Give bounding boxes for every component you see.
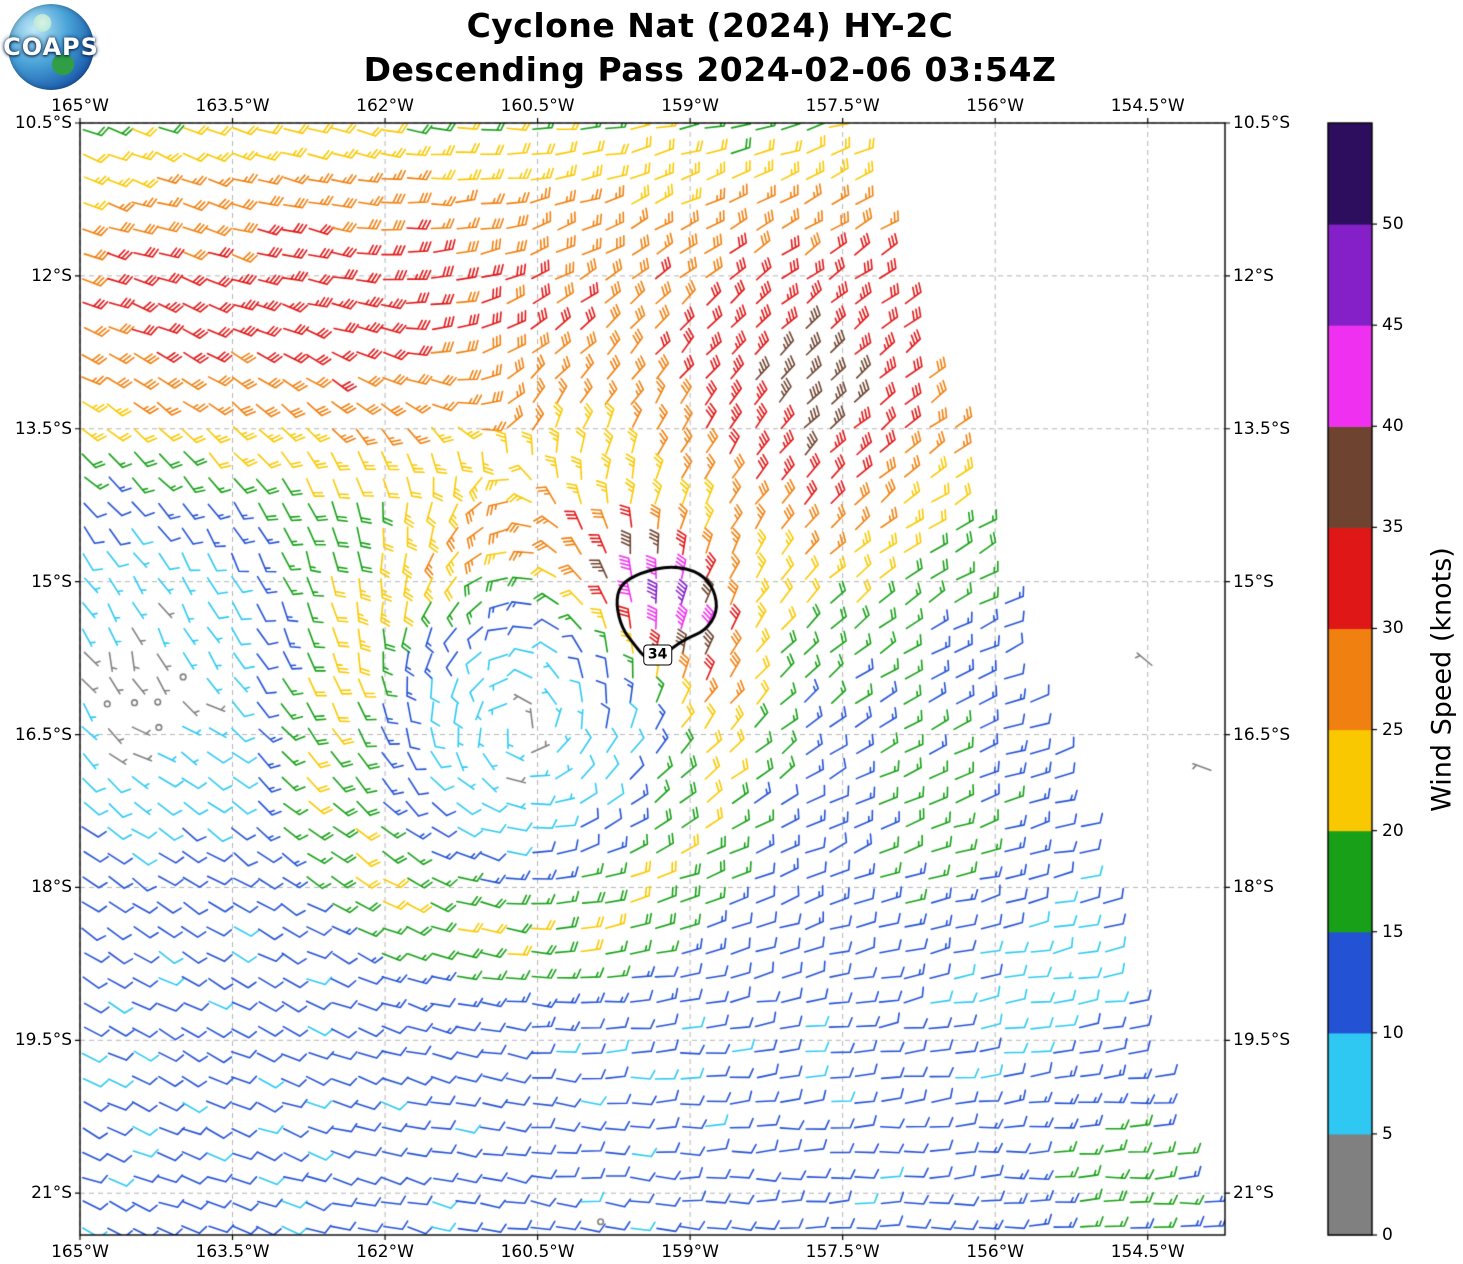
y-tick-label-left: 15°S xyxy=(31,571,72,592)
y-tick-label-right: 10.5°S xyxy=(1233,113,1291,133)
colorbar-tick-label: 5 xyxy=(1382,1123,1393,1144)
coaps-logo: COAPS xyxy=(3,4,98,90)
y-tick-label-left: 10.5°S xyxy=(14,113,72,133)
x-tick-label-bottom: 154.5°W xyxy=(1110,1242,1185,1262)
x-tick-label-bottom: 160.5°W xyxy=(500,1242,575,1262)
y-tick-label-left: 18°S xyxy=(31,877,72,898)
y-tick-label-right: 18°S xyxy=(1233,877,1274,898)
x-tick-label-bottom: 162°W xyxy=(356,1242,414,1262)
colorbar-tick-label: 35 xyxy=(1382,517,1404,538)
colorbar-tick-label: 30 xyxy=(1382,618,1404,639)
colorbar-axis-label: Wind Speed (knots) xyxy=(1426,547,1458,812)
x-tick-label-bottom: 163.5°W xyxy=(195,1242,270,1262)
title-block: Cyclone Nat (2024) HY-2C Descending Pass… xyxy=(80,4,1340,91)
colorbar-tick-label: 40 xyxy=(1382,416,1404,437)
x-tick-label-top: 163.5°W xyxy=(195,96,270,116)
x-tick-label-bottom: 157.5°W xyxy=(805,1242,880,1262)
x-tick-label-top: 159°W xyxy=(661,96,719,116)
colorbar-tick-label: 45 xyxy=(1382,315,1404,336)
colorbar-tick-label: 25 xyxy=(1382,719,1404,740)
y-tick-label-left: 12°S xyxy=(31,265,72,286)
x-tick-label-bottom: 156°W xyxy=(966,1242,1025,1262)
y-tick-label-left: 21°S xyxy=(31,1183,72,1204)
contour-34-label: 34 xyxy=(642,644,673,666)
y-tick-label-right: 21°S xyxy=(1233,1183,1274,1204)
x-tick-label-top: 156°W xyxy=(966,96,1025,116)
chart-title: Cyclone Nat (2024) HY-2C xyxy=(466,6,954,45)
y-tick-label-left: 16.5°S xyxy=(14,724,72,745)
y-tick-label-left: 19.5°S xyxy=(14,1030,72,1051)
x-tick-label-top: 160.5°W xyxy=(500,96,575,116)
y-tick-label-right: 19.5°S xyxy=(1233,1030,1291,1051)
x-tick-label-bottom: 159°W xyxy=(661,1242,719,1262)
x-tick-label-bottom: 165°W xyxy=(51,1242,109,1262)
colorbar-tick-label: 50 xyxy=(1382,214,1404,235)
y-tick-label-right: 15°S xyxy=(1233,571,1274,592)
coaps-logo-text: COAPS xyxy=(3,33,99,61)
x-tick-label-top: 154.5°W xyxy=(1110,96,1185,116)
colorbar-tick-label: 15 xyxy=(1382,921,1404,942)
colorbar-tick-label: 10 xyxy=(1382,1022,1404,1043)
x-tick-label-top: 165°W xyxy=(51,96,109,116)
y-tick-label-right: 13.5°S xyxy=(1233,418,1291,439)
y-tick-label-left: 13.5°S xyxy=(14,418,72,439)
y-tick-label-right: 16.5°S xyxy=(1233,724,1291,745)
chart-subtitle: Descending Pass 2024-02-06 03:54Z xyxy=(363,49,1057,89)
colorbar-tick-label: 0 xyxy=(1382,1225,1393,1245)
y-tick-label-right: 12°S xyxy=(1233,265,1274,286)
x-tick-label-top: 157.5°W xyxy=(805,96,880,116)
x-tick-label-top: 162°W xyxy=(356,96,414,116)
colorbar-tick-label: 20 xyxy=(1382,820,1404,841)
